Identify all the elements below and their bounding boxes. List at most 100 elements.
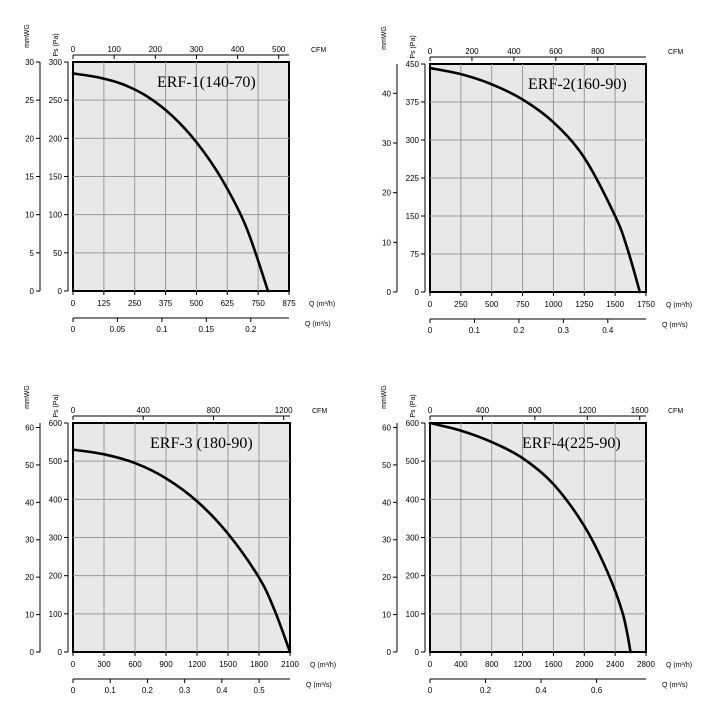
qs-tick-label: 0.4 — [535, 686, 547, 695]
performance-curve — [428, 66, 642, 294]
mmwg-tick-label: 0 — [387, 648, 392, 657]
mmwg-tick-label: 60 — [382, 423, 391, 432]
ps-tick-label: 150 — [406, 212, 420, 221]
mmwg-tick-label: 10 — [382, 611, 391, 620]
ps-tick-label: 300 — [406, 534, 420, 543]
qs-unit-label: Q (m³/s) — [662, 322, 688, 329]
cfm-tick-label: 0 — [428, 406, 433, 415]
qs-tick-label: 0.2 — [245, 325, 257, 334]
q-tick-label: 1250 — [575, 300, 593, 309]
cfm-tick-label: 600 — [549, 47, 563, 56]
qs-tick-label: 0.5 — [254, 686, 266, 695]
qs-tick-label: 0 — [71, 686, 76, 695]
ps-tick-label: 375 — [406, 98, 420, 107]
cfm-unit-label: CFM — [311, 47, 326, 54]
q-tick-label: 1600 — [545, 660, 563, 669]
qs-unit-label: Q (m³/s) — [662, 682, 688, 689]
ps-tick-label: 250 — [49, 96, 63, 105]
ps-tick-label: 450 — [406, 60, 420, 69]
cfm-tick-label: 0 — [71, 406, 76, 415]
q-tick-label: 1750 — [637, 300, 655, 309]
performance-curve — [71, 72, 270, 293]
mmwg-tick-label: 40 — [25, 498, 34, 507]
qs-tick-label: 0.05 — [110, 325, 126, 334]
cfm-tick-label: 800 — [207, 406, 221, 415]
mmwg-tick-label: 20 — [25, 573, 34, 582]
qs-unit-label: Q (m³/s) — [305, 321, 331, 328]
fan-chart-3: 0 400 800 1200 CFM 0 10 20 30 40 50 60 mmWG 0 100 200 30… — [24, 385, 336, 695]
cfm-unit-label: CFM — [668, 408, 683, 415]
mmwg-tick-label: 30 — [382, 139, 391, 148]
performance-curve — [428, 421, 632, 654]
ps-tick-label: 50 — [53, 249, 62, 258]
ps-tick-label: 300 — [49, 534, 63, 543]
cfm-unit-label: CFM — [312, 408, 327, 415]
ps-tick-label: 300 — [406, 136, 420, 145]
mmwg-tick-label: 10 — [25, 611, 34, 620]
ps-tick-label: 0 — [58, 287, 63, 296]
ps-unit-label: Ps (Pa) — [53, 33, 60, 56]
q-tick-label: 1500 — [219, 660, 237, 669]
cfm-tick-label: 400 — [231, 45, 245, 54]
mmwg-tick-label: 20 — [25, 134, 34, 143]
mmwg-tick-label: 30 — [382, 536, 391, 545]
mmwg-tick-label: 0 — [30, 287, 35, 296]
fan-chart-1: 0 100 200 300 400 500 CFM 0 5 10 15 20 25 30 mmWG 0 50 10… — [24, 24, 335, 334]
qs-tick-label: 0 — [428, 686, 433, 695]
ps-unit-label: Ps (Pa) — [53, 394, 60, 417]
q-tick-label: 0 — [428, 660, 433, 669]
ps-tick-label: 0 — [58, 648, 63, 657]
q-tick-label: 375 — [159, 299, 173, 308]
ps-tick-label: 100 — [406, 610, 420, 619]
q-tick-label: 0 — [71, 660, 76, 669]
ps-tick-label: 200 — [49, 572, 63, 581]
cfm-tick-label: 400 — [137, 406, 151, 415]
qs-tick-label: 0 — [71, 325, 76, 334]
mmwg-tick-label: 10 — [25, 211, 34, 220]
model-title: ERF-1(140-70) — [157, 74, 256, 91]
qs-tick-label: 0.1 — [469, 326, 481, 335]
qs-tick-label: 0.1 — [105, 686, 117, 695]
ps-tick-label: 400 — [406, 495, 420, 504]
ps-tick-label: 225 — [406, 174, 420, 183]
q-tick-label: 1200 — [514, 660, 532, 669]
fan-chart-2: 0 200 400 600 800 CFM 0 10 20 30 40 mmWG 0 75 150 225 30… — [381, 26, 692, 335]
ps-tick-label: 100 — [49, 211, 63, 220]
mmwg-tick-label: 50 — [25, 461, 34, 470]
q-tick-label: 1000 — [545, 300, 563, 309]
mmwg-tick-label: 50 — [382, 461, 391, 470]
q-tick-label: 600 — [128, 660, 142, 669]
q-tick-label: 250 — [454, 300, 468, 309]
mmwg-tick-label: 15 — [25, 173, 34, 182]
mmwg-tick-label: 20 — [382, 189, 391, 198]
q-tick-label: 1200 — [188, 660, 206, 669]
qs-tick-label: 0 — [428, 326, 433, 335]
q-unit-label: Q (m³/h) — [666, 302, 692, 309]
qs-tick-label: 0.3 — [179, 686, 191, 695]
ps-tick-label: 150 — [49, 173, 63, 182]
qs-tick-label: 0.15 — [199, 325, 215, 334]
cfm-tick-label: 800 — [591, 47, 605, 56]
cfm-tick-label: 200 — [465, 47, 479, 56]
qs-unit-label: Q (m³/s) — [306, 682, 332, 689]
ps-tick-label: 600 — [49, 419, 63, 428]
ps-tick-label: 500 — [49, 457, 63, 466]
ps-tick-label: 500 — [406, 457, 420, 466]
q-tick-label: 1800 — [250, 660, 268, 669]
mmwg-tick-label: 0 — [387, 288, 392, 297]
performance-curve — [71, 448, 292, 654]
ps-unit-label: Ps (Pa) — [410, 35, 417, 58]
qs-tick-label: 0.1 — [156, 325, 168, 334]
q-tick-label: 625 — [221, 299, 235, 308]
cfm-tick-label: 300 — [190, 45, 204, 54]
cfm-tick-label: 100 — [107, 45, 121, 54]
ps-tick-label: 200 — [49, 134, 63, 143]
q-tick-label: 500 — [190, 299, 204, 308]
cfm-tick-label: 800 — [528, 406, 542, 415]
model-title: ERF-2(160-90) — [528, 76, 627, 93]
ps-tick-label: 600 — [406, 419, 420, 428]
cfm-tick-label: 1600 — [631, 406, 649, 415]
q-tick-label: 800 — [485, 660, 499, 669]
cfm-tick-label: 0 — [71, 45, 76, 54]
q-tick-label: 2100 — [281, 660, 299, 669]
